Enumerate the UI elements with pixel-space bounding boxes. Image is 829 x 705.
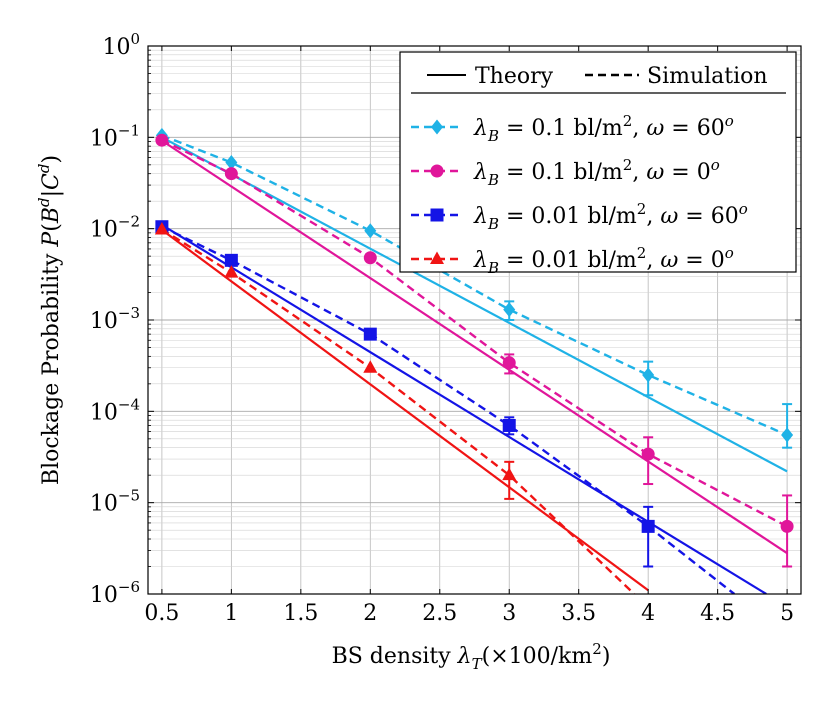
x-tick-label: 2 <box>363 601 377 626</box>
legend-marker <box>430 208 444 222</box>
data-point <box>225 155 238 171</box>
data-point <box>780 519 794 533</box>
data-point <box>154 221 169 235</box>
x-tick-label: 0.5 <box>144 601 179 626</box>
data-point <box>363 360 378 373</box>
legend-marker <box>431 119 443 135</box>
y-tick-label: 10−3 <box>90 304 140 334</box>
simulation-line <box>161 225 736 594</box>
legend-theory-label: Theory <box>475 64 554 89</box>
y-tick-label: 10−4 <box>90 395 140 425</box>
x-tick-label: 3.5 <box>561 601 596 626</box>
theory-line <box>161 223 767 594</box>
legend-entries: λB = 0.1 bl/m2, ω = 60o λB = 0.1 bl/m2, ω… <box>411 112 748 277</box>
x-tick-label: 1.5 <box>283 601 318 626</box>
theory-line <box>161 139 788 555</box>
data-point <box>363 327 377 341</box>
data-point <box>641 519 655 533</box>
x-tick-label: 5 <box>780 601 794 626</box>
data-point <box>363 251 377 265</box>
series-2-points <box>155 133 794 568</box>
data-point <box>641 447 655 461</box>
data-point <box>224 253 238 267</box>
y-tick-label: 10−2 <box>90 213 140 243</box>
legend-entry-label: λB = 0.01 bl/m2, ω = 0o <box>473 244 734 277</box>
y-tick-label: 10−1 <box>90 121 140 151</box>
legend-entry-label: λB = 0.1 bl/m2, ω = 0o <box>473 156 720 189</box>
series-4-points <box>154 221 517 500</box>
legend-entry-label: λB = 0.01 bl/m2, ω = 60o <box>473 200 748 233</box>
data-point <box>502 418 516 432</box>
data-point <box>224 265 239 278</box>
theory-line <box>161 136 788 473</box>
legend-entry-label: λB = 0.1 bl/m2, ω = 60o <box>473 112 734 145</box>
y-axis-label: Blockage Probability P(Bd|Cd) <box>35 155 64 485</box>
data-point <box>364 223 377 239</box>
x-tick-label: 2.5 <box>422 601 457 626</box>
ticks: 0.5 1 1.5 2 2.5 3 3.5 4 4.5 5 100 10−1 10−2 10−3 10−4 1… <box>90 30 801 626</box>
x-tick-label: 3 <box>502 601 516 626</box>
data-point <box>502 467 517 481</box>
series-layer <box>161 134 788 594</box>
legend-marker <box>430 251 444 264</box>
data-point <box>503 302 516 318</box>
data-point <box>155 133 169 147</box>
legend-entry-3: λB = 0.01 bl/m2, ω = 60o <box>411 200 748 233</box>
legend-entry-1: λB = 0.1 bl/m2, ω = 60o <box>411 112 734 145</box>
legend-entry-2: λB = 0.1 bl/m2, ω = 0o <box>411 156 720 189</box>
y-tick-label: 10−6 <box>90 578 140 608</box>
data-point <box>781 427 794 443</box>
series-1 <box>161 134 788 473</box>
legend: Theory Simulation λB = 0.1 bl/m2, ω = 60… <box>399 51 797 277</box>
y-tick-label: 10−5 <box>90 487 140 517</box>
legend-marker <box>430 164 444 178</box>
data-point <box>642 367 655 383</box>
x-tick-label: 4 <box>641 601 655 626</box>
data-point <box>502 356 516 370</box>
legend-entry-4: λB = 0.01 bl/m2, ω = 0o <box>411 244 734 277</box>
x-tick-label: 4.5 <box>700 601 735 626</box>
x-tick-label: 1 <box>224 601 238 626</box>
legend-box <box>399 51 797 273</box>
theory-line <box>161 228 649 592</box>
marker-layer <box>154 127 794 568</box>
simulation-line <box>161 139 788 528</box>
y-tick-label: 100 <box>102 30 140 60</box>
series-2 <box>161 139 788 555</box>
x-axis-label: BS density λT(×100/km2) <box>332 640 611 673</box>
legend-simulation-label: Simulation <box>647 64 768 89</box>
data-point <box>224 167 238 181</box>
series-3 <box>161 223 767 594</box>
